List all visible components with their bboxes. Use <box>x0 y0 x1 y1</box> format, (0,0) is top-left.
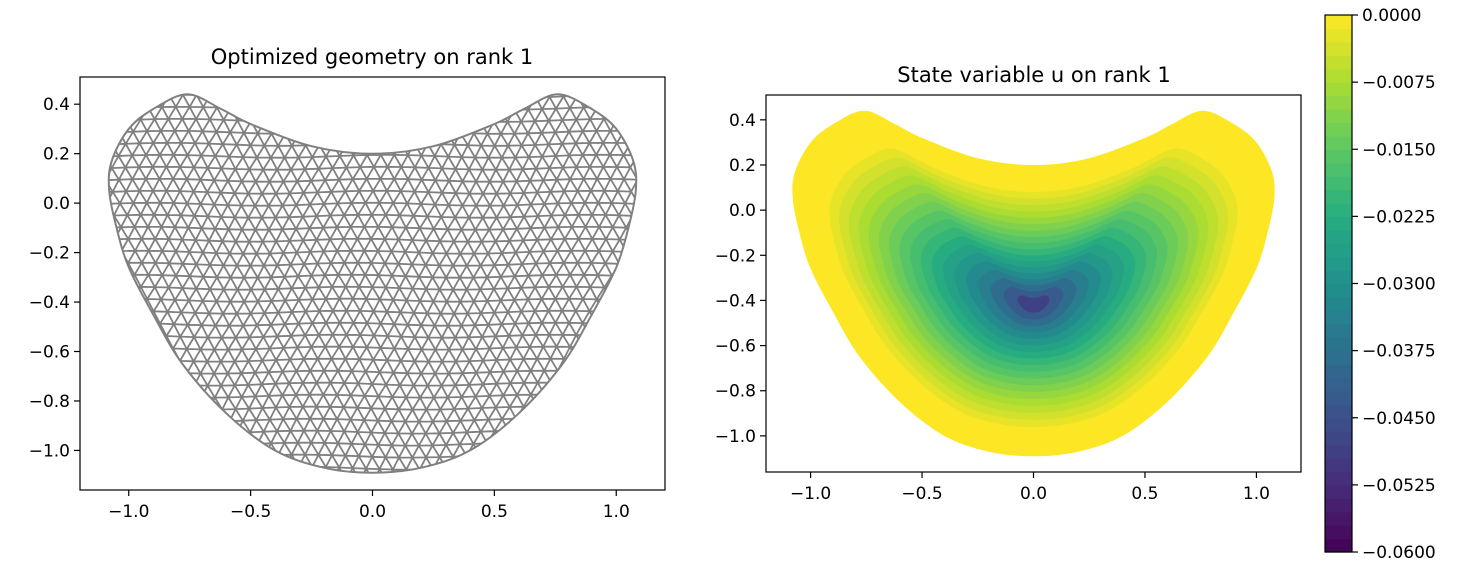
contour-xtick-label: −0.5 <box>901 484 942 504</box>
contour-xtick-label: 0.5 <box>1131 484 1158 504</box>
colorbar-band <box>1325 377 1352 392</box>
colorbar-tick-label: −0.0375 <box>1362 342 1436 362</box>
colorbar-band <box>1325 68 1352 83</box>
colorbar-band <box>1325 122 1352 137</box>
colorbar-band <box>1325 95 1352 110</box>
colorbar-band <box>1325 41 1352 56</box>
colorbar-band <box>1325 337 1352 352</box>
contour-plot-title: State variable u on rank 1 <box>897 63 1170 87</box>
colorbar-band <box>1325 229 1352 244</box>
colorbar-band <box>1325 471 1352 486</box>
colorbar-axis: 0.0000 −0.0075 −0.0150 −0.0225 −0.0300 −0.037… <box>1352 6 1436 563</box>
colorbar-tick-label: −0.0225 <box>1362 207 1436 227</box>
colorbar-band <box>1325 458 1352 473</box>
colorbar-tick-label: −0.0450 <box>1362 409 1436 429</box>
colorbar-band <box>1325 364 1352 379</box>
colorbar-tick-label: −0.0525 <box>1362 476 1436 496</box>
colorbar-band <box>1325 283 1352 298</box>
colorbar-band <box>1325 270 1352 285</box>
contour-y-axis: 0.4 0.2 0.0 −0.2 −0.4 −0.6 −0.8 −1.0 <box>715 111 766 447</box>
contour-ytick-label: −0.8 <box>715 382 756 402</box>
colorbar-band <box>1325 256 1352 271</box>
mesh-xtick-label: 0.5 <box>481 502 508 522</box>
colorbar-band <box>1325 15 1352 30</box>
colorbar-band <box>1325 176 1352 191</box>
colorbar-band <box>1325 202 1352 217</box>
colorbar-band <box>1325 390 1352 405</box>
mesh-ytick-label: 0.4 <box>43 95 70 115</box>
colorbar-band <box>1325 28 1352 43</box>
colorbar-band <box>1325 108 1352 123</box>
colorbar-band <box>1325 484 1352 499</box>
colorbar-band <box>1325 55 1352 70</box>
mesh-xtick-label: 0.0 <box>359 502 386 522</box>
colorbar-band <box>1325 216 1352 231</box>
mesh-ytick-label: −0.2 <box>29 244 70 264</box>
colorbar-band <box>1325 525 1352 540</box>
contour-ytick-label: −0.2 <box>715 246 756 266</box>
colorbar-band <box>1325 350 1352 365</box>
contour-ytick-label: −0.6 <box>715 337 756 357</box>
contour-x-axis: −1.0 −0.5 0.0 0.5 1.0 <box>790 472 1270 504</box>
mesh-ytick-label: −0.4 <box>29 293 70 313</box>
colorbar: 0.0000 −0.0075 −0.0150 −0.0225 −0.0300 −0.037… <box>1324 6 1436 563</box>
contour-ytick-label: 0.2 <box>729 156 756 176</box>
colorbar-tick-label: 0.0000 <box>1362 6 1421 26</box>
mesh-ytick-label: 0.0 <box>43 194 70 214</box>
contour-xtick-label: −1.0 <box>790 484 831 504</box>
mesh-boundary <box>107 93 638 474</box>
colorbar-tick-label: −0.0150 <box>1362 140 1436 160</box>
contour-ytick-label: −1.0 <box>715 427 756 447</box>
contour-xtick-label: 0.0 <box>1020 484 1047 504</box>
colorbar-band <box>1325 498 1352 513</box>
colorbar-bands <box>1325 15 1352 553</box>
colorbar-band <box>1325 538 1352 553</box>
colorbar-tick-label: −0.0300 <box>1362 275 1436 295</box>
colorbar-band <box>1325 135 1352 150</box>
colorbar-band <box>1325 310 1352 325</box>
contour-band <box>1017 295 1050 313</box>
mesh-ytick-label: −0.6 <box>29 343 70 363</box>
colorbar-band <box>1325 243 1352 258</box>
mesh-xtick-label: −0.5 <box>230 502 271 522</box>
colorbar-band <box>1325 323 1352 338</box>
colorbar-band <box>1325 189 1352 204</box>
colorbar-band <box>1325 296 1352 311</box>
mesh-y-axis: 0.4 0.2 0.0 −0.2 −0.4 −0.6 −0.8 −1.0 <box>29 95 80 461</box>
colorbar-band <box>1325 162 1352 177</box>
contour-xtick-label: 1.0 <box>1243 484 1270 504</box>
mesh-ytick-label: −0.8 <box>29 392 70 412</box>
mesh-plot-title: Optimized geometry on rank 1 <box>211 45 533 69</box>
colorbar-band <box>1325 511 1352 526</box>
colorbar-tick-label: −0.0075 <box>1362 73 1436 93</box>
contour-plot: State variable u on rank 1 −1.0 −0.5 0.0 0.… <box>715 63 1302 504</box>
mesh-xtick-label: 1.0 <box>603 502 630 522</box>
colorbar-tick-label: −0.0600 <box>1362 543 1436 563</box>
mesh-xtick-label: −1.0 <box>108 502 149 522</box>
contour-ytick-label: −0.4 <box>715 291 756 311</box>
mesh-ytick-label: 0.2 <box>43 145 70 165</box>
colorbar-band <box>1325 444 1352 459</box>
mesh-plot: Optimized geometry on rank 1 −1.0 −0.5 0.0… <box>29 45 666 522</box>
colorbar-band <box>1325 431 1352 446</box>
contour-fill <box>792 110 1275 457</box>
contour-ytick-label: 0.0 <box>729 201 756 221</box>
mesh-ytick-label: −1.0 <box>29 441 70 461</box>
contour-ytick-label: 0.4 <box>729 111 756 131</box>
colorbar-band <box>1325 82 1352 97</box>
colorbar-band <box>1325 417 1352 432</box>
mesh-plot-frame <box>79 76 666 491</box>
mesh-x-axis: −1.0 −0.5 0.0 0.5 1.0 <box>108 490 630 522</box>
colorbar-band <box>1325 149 1352 164</box>
colorbar-band <box>1325 404 1352 419</box>
